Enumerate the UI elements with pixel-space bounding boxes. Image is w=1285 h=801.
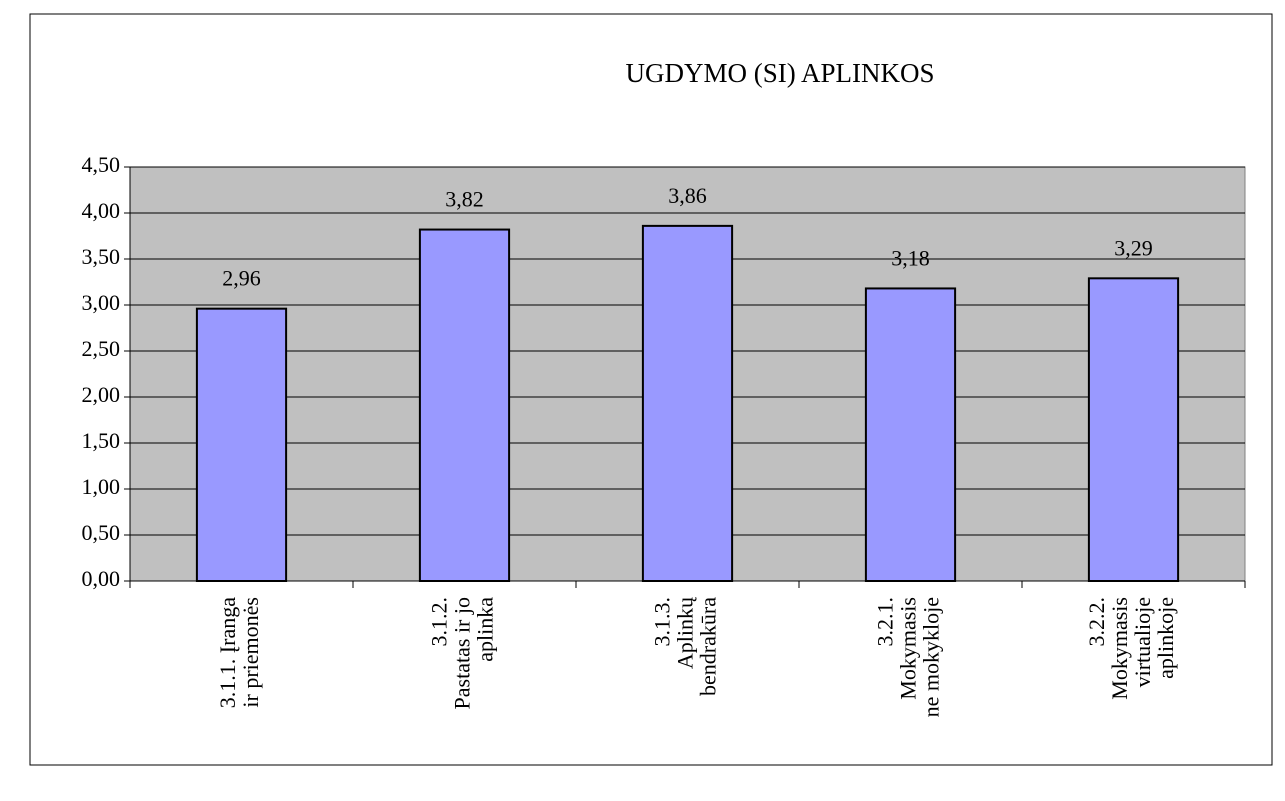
x-tick-label: 3.1.2. xyxy=(427,597,452,647)
x-tick-label: aplinka xyxy=(473,597,498,662)
data-label: 3,18 xyxy=(891,245,930,270)
x-tick-label: aplinkoje xyxy=(1153,597,1178,679)
x-tick-label: 3.2.1. xyxy=(873,597,898,647)
y-tick-label: 1,00 xyxy=(82,474,121,499)
y-tick-label: 3,50 xyxy=(82,244,121,269)
x-tick-label: 3.1.1. Įranga xyxy=(215,597,240,708)
x-tick-label: Pastatas ir jo xyxy=(450,597,475,709)
bar xyxy=(641,224,734,582)
y-tick-label: 0,00 xyxy=(82,566,121,591)
data-label: 2,96 xyxy=(222,266,261,291)
y-tick-label: 1,50 xyxy=(82,428,121,453)
y-tick-label: 4,00 xyxy=(82,198,121,223)
x-tick-label: Mokymasis xyxy=(1107,597,1132,700)
x-tick-label: Mokymasis xyxy=(896,597,921,700)
data-label: 3,82 xyxy=(445,187,484,212)
y-tick-label: 2,00 xyxy=(82,382,121,407)
y-tick-label: 4,50 xyxy=(82,152,121,177)
data-label: 3,29 xyxy=(1114,235,1153,260)
bar xyxy=(418,228,511,582)
y-tick-label: 3,00 xyxy=(82,290,121,315)
x-tick-label: ir priemonės xyxy=(238,597,263,708)
x-tick-label: Aplinkų xyxy=(673,596,698,669)
y-tick-label: 0,50 xyxy=(82,520,121,545)
bar xyxy=(195,307,288,582)
chart-title: UGDYMO (SI) APLINKOS xyxy=(625,58,934,88)
bar xyxy=(864,287,957,582)
x-tick-label: virtualioje xyxy=(1130,597,1155,687)
data-label: 3,86 xyxy=(668,183,707,208)
bar xyxy=(1087,277,1180,582)
x-tick-label: 3.2.2. xyxy=(1084,597,1109,647)
x-tick-label: 3.1.3. xyxy=(650,597,675,647)
x-tick-label: bendrakūra xyxy=(696,597,721,696)
x-tick-label: ne mokykloje xyxy=(919,597,944,717)
y-tick-label: 2,50 xyxy=(82,336,121,361)
